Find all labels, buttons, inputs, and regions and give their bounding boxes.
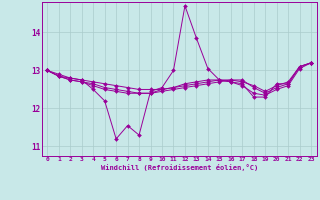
X-axis label: Windchill (Refroidissement éolien,°C): Windchill (Refroidissement éolien,°C) [100,164,258,171]
